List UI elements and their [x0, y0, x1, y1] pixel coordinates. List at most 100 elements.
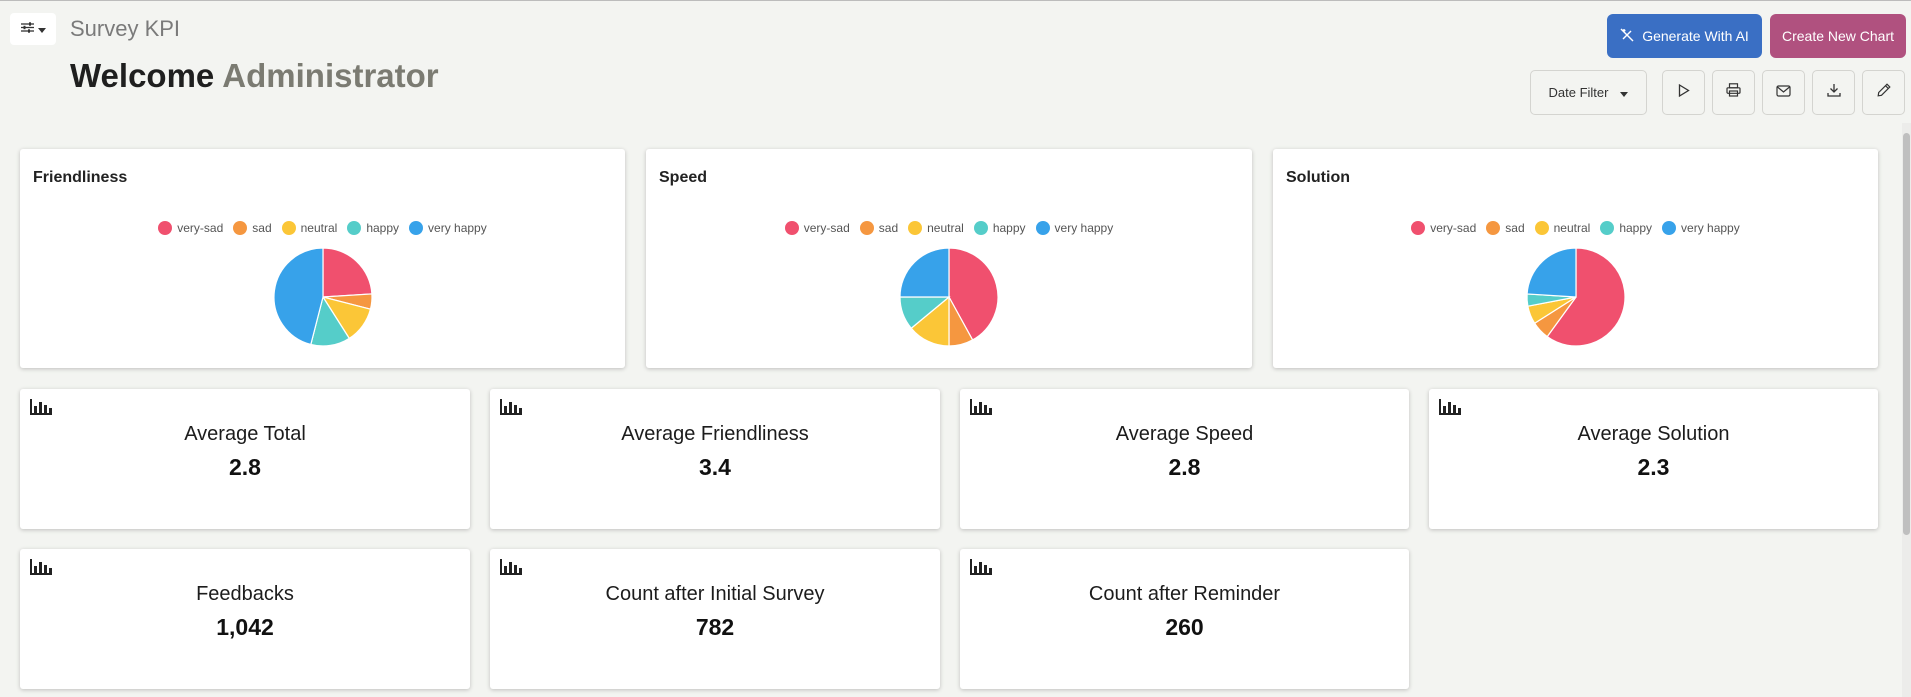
- sliders-icon: [20, 20, 34, 38]
- bar-chart-icon: [500, 559, 522, 580]
- chart-legend: very-sad sad neutral happy very happy: [646, 221, 1252, 235]
- play-button[interactable]: [1662, 70, 1705, 115]
- kpi-value: 3.4: [699, 454, 731, 480]
- legend-item-very-happy[interactable]: very happy: [409, 221, 487, 235]
- envelope-icon: [1776, 84, 1791, 102]
- caret-down-icon: [1620, 85, 1629, 100]
- pie-slice-very-happy[interactable]: [272, 247, 324, 346]
- legend-swatch: [1035, 221, 1050, 235]
- legend-label: neutral: [300, 221, 338, 235]
- bar-chart-icon: [970, 399, 992, 420]
- kpi-value: 2.3: [1637, 454, 1670, 480]
- legend-item-happy[interactable]: happy: [347, 221, 399, 235]
- welcome-heading: Welcome Administrator: [70, 57, 439, 95]
- pie-slice-very-happy[interactable]: [899, 247, 950, 298]
- printer-icon: [1726, 83, 1741, 102]
- kpi-value: 1,042: [216, 614, 274, 640]
- pie-slice-very-sad[interactable]: [948, 247, 999, 341]
- bar-chart-icon: [30, 559, 52, 580]
- kpi-label: Feedbacks: [196, 583, 294, 605]
- kpi-card-count-after-initial-survey: Count after Initial Survey 782: [490, 549, 940, 689]
- bar-chart-icon: [970, 559, 992, 580]
- settings-menu-button[interactable]: [10, 13, 56, 45]
- create-new-chart-button[interactable]: Create New Chart: [1770, 14, 1906, 58]
- pencil-icon: [1876, 83, 1891, 102]
- legend-item-neutral[interactable]: neutral: [1534, 221, 1591, 235]
- kpi-label: Average Speed: [1115, 423, 1254, 445]
- legend-item-sad[interactable]: sad: [233, 221, 272, 235]
- user-name: Administrator: [222, 57, 439, 94]
- kpi-card-average-total: Average Total 2.8: [20, 389, 470, 529]
- legend-swatch: [1486, 221, 1501, 235]
- generate-with-ai-button[interactable]: Generate With AI: [1607, 14, 1762, 58]
- legend-swatch: [158, 221, 173, 235]
- pie-chart-speed[interactable]: [899, 247, 999, 347]
- legend-item-very-sad[interactable]: very-sad: [1411, 221, 1476, 235]
- legend-swatch: [1411, 221, 1426, 235]
- bar-chart-icon: [30, 399, 52, 420]
- legend-item-very-happy[interactable]: very happy: [1035, 221, 1113, 235]
- legend-item-very-sad[interactable]: very-sad: [784, 221, 850, 235]
- legend-label: happy: [1619, 221, 1653, 235]
- download-button[interactable]: [1812, 70, 1855, 115]
- legend-swatch: [859, 221, 874, 235]
- legend-item-neutral[interactable]: neutral: [908, 221, 964, 235]
- pie-chart-friendliness[interactable]: [272, 247, 373, 347]
- legend-item-very-sad[interactable]: very-sad: [158, 221, 223, 235]
- kpi-card-feedbacks: Feedbacks 1,042: [20, 549, 470, 689]
- date-filter-label: Date Filter: [1548, 85, 1609, 100]
- legend-item-happy[interactable]: happy: [973, 221, 1026, 235]
- legend-swatch: [1600, 221, 1615, 235]
- edit-button[interactable]: [1862, 70, 1905, 115]
- kpi-label: Average Solution: [1577, 423, 1730, 445]
- kpi-card-average-speed: Average Speed 2.8: [960, 389, 1409, 529]
- legend-label: sad: [878, 221, 899, 235]
- kpi-label: Average Total: [184, 423, 306, 445]
- pie-slice-very-sad[interactable]: [321, 247, 373, 298]
- generate-with-ai-label: Generate With AI: [1642, 28, 1749, 44]
- legend-label: neutral: [1553, 221, 1591, 235]
- bar-chart-icon: [1439, 399, 1461, 420]
- kpi-value: 2.8: [229, 454, 261, 480]
- legend-item-sad[interactable]: sad: [1486, 221, 1525, 235]
- legend-label: sad: [1505, 221, 1525, 235]
- legend-label: very happy: [1681, 221, 1740, 235]
- legend-item-happy[interactable]: happy: [1600, 221, 1652, 235]
- email-button[interactable]: [1762, 70, 1805, 115]
- legend-label: sad: [252, 221, 272, 235]
- app-title: Survey KPI: [70, 16, 181, 41]
- caret-down-icon: [37, 20, 46, 38]
- kpi-card-count-after-reminder: Count after Reminder 260: [960, 549, 1409, 689]
- chart-legend: very-sad sad neutral happy very happy: [20, 221, 625, 235]
- legend-item-neutral[interactable]: neutral: [281, 221, 338, 235]
- chart-card-speed: Speed very-sad sad neutral happy very ha…: [646, 149, 1252, 368]
- legend-swatch: [233, 221, 248, 235]
- chart-title: Friendliness: [33, 169, 128, 186]
- magic-wand-off-icon: [1620, 28, 1634, 45]
- kpi-value: 260: [1165, 614, 1204, 640]
- legend-label: happy: [366, 221, 400, 235]
- legend-swatch: [1534, 221, 1549, 235]
- legend-label: very-sad: [1430, 221, 1477, 235]
- download-icon: [1826, 83, 1841, 102]
- chart-card-solution: Solution very-sad sad neutral happy very…: [1273, 149, 1878, 368]
- chart-title: Solution: [1286, 169, 1350, 186]
- pie-slice-very-happy[interactable]: [1525, 247, 1577, 298]
- legend-swatch: [1662, 221, 1677, 235]
- legend-item-very-happy[interactable]: very happy: [1662, 221, 1740, 235]
- chart-card-friendliness: Friendliness very-sad sad neutral happy …: [20, 149, 625, 368]
- legend-swatch: [908, 221, 923, 235]
- pie-chart-solution[interactable]: [1525, 247, 1626, 347]
- legend-swatch: [973, 221, 988, 235]
- pie-slice-very-sad[interactable]: [1545, 247, 1626, 347]
- print-button[interactable]: [1712, 70, 1755, 115]
- scrollbar-thumb[interactable]: [1903, 133, 1910, 535]
- welcome-text: Welcome: [70, 57, 215, 94]
- kpi-label: Count after Reminder: [1088, 583, 1281, 605]
- kpi-card-average-solution: Average Solution 2.3: [1429, 389, 1878, 529]
- legend-swatch: [409, 221, 424, 235]
- legend-label: very-sad: [803, 221, 850, 235]
- legend-swatch: [281, 221, 296, 235]
- legend-item-sad[interactable]: sad: [859, 221, 899, 235]
- date-filter-dropdown[interactable]: Date Filter: [1530, 70, 1647, 115]
